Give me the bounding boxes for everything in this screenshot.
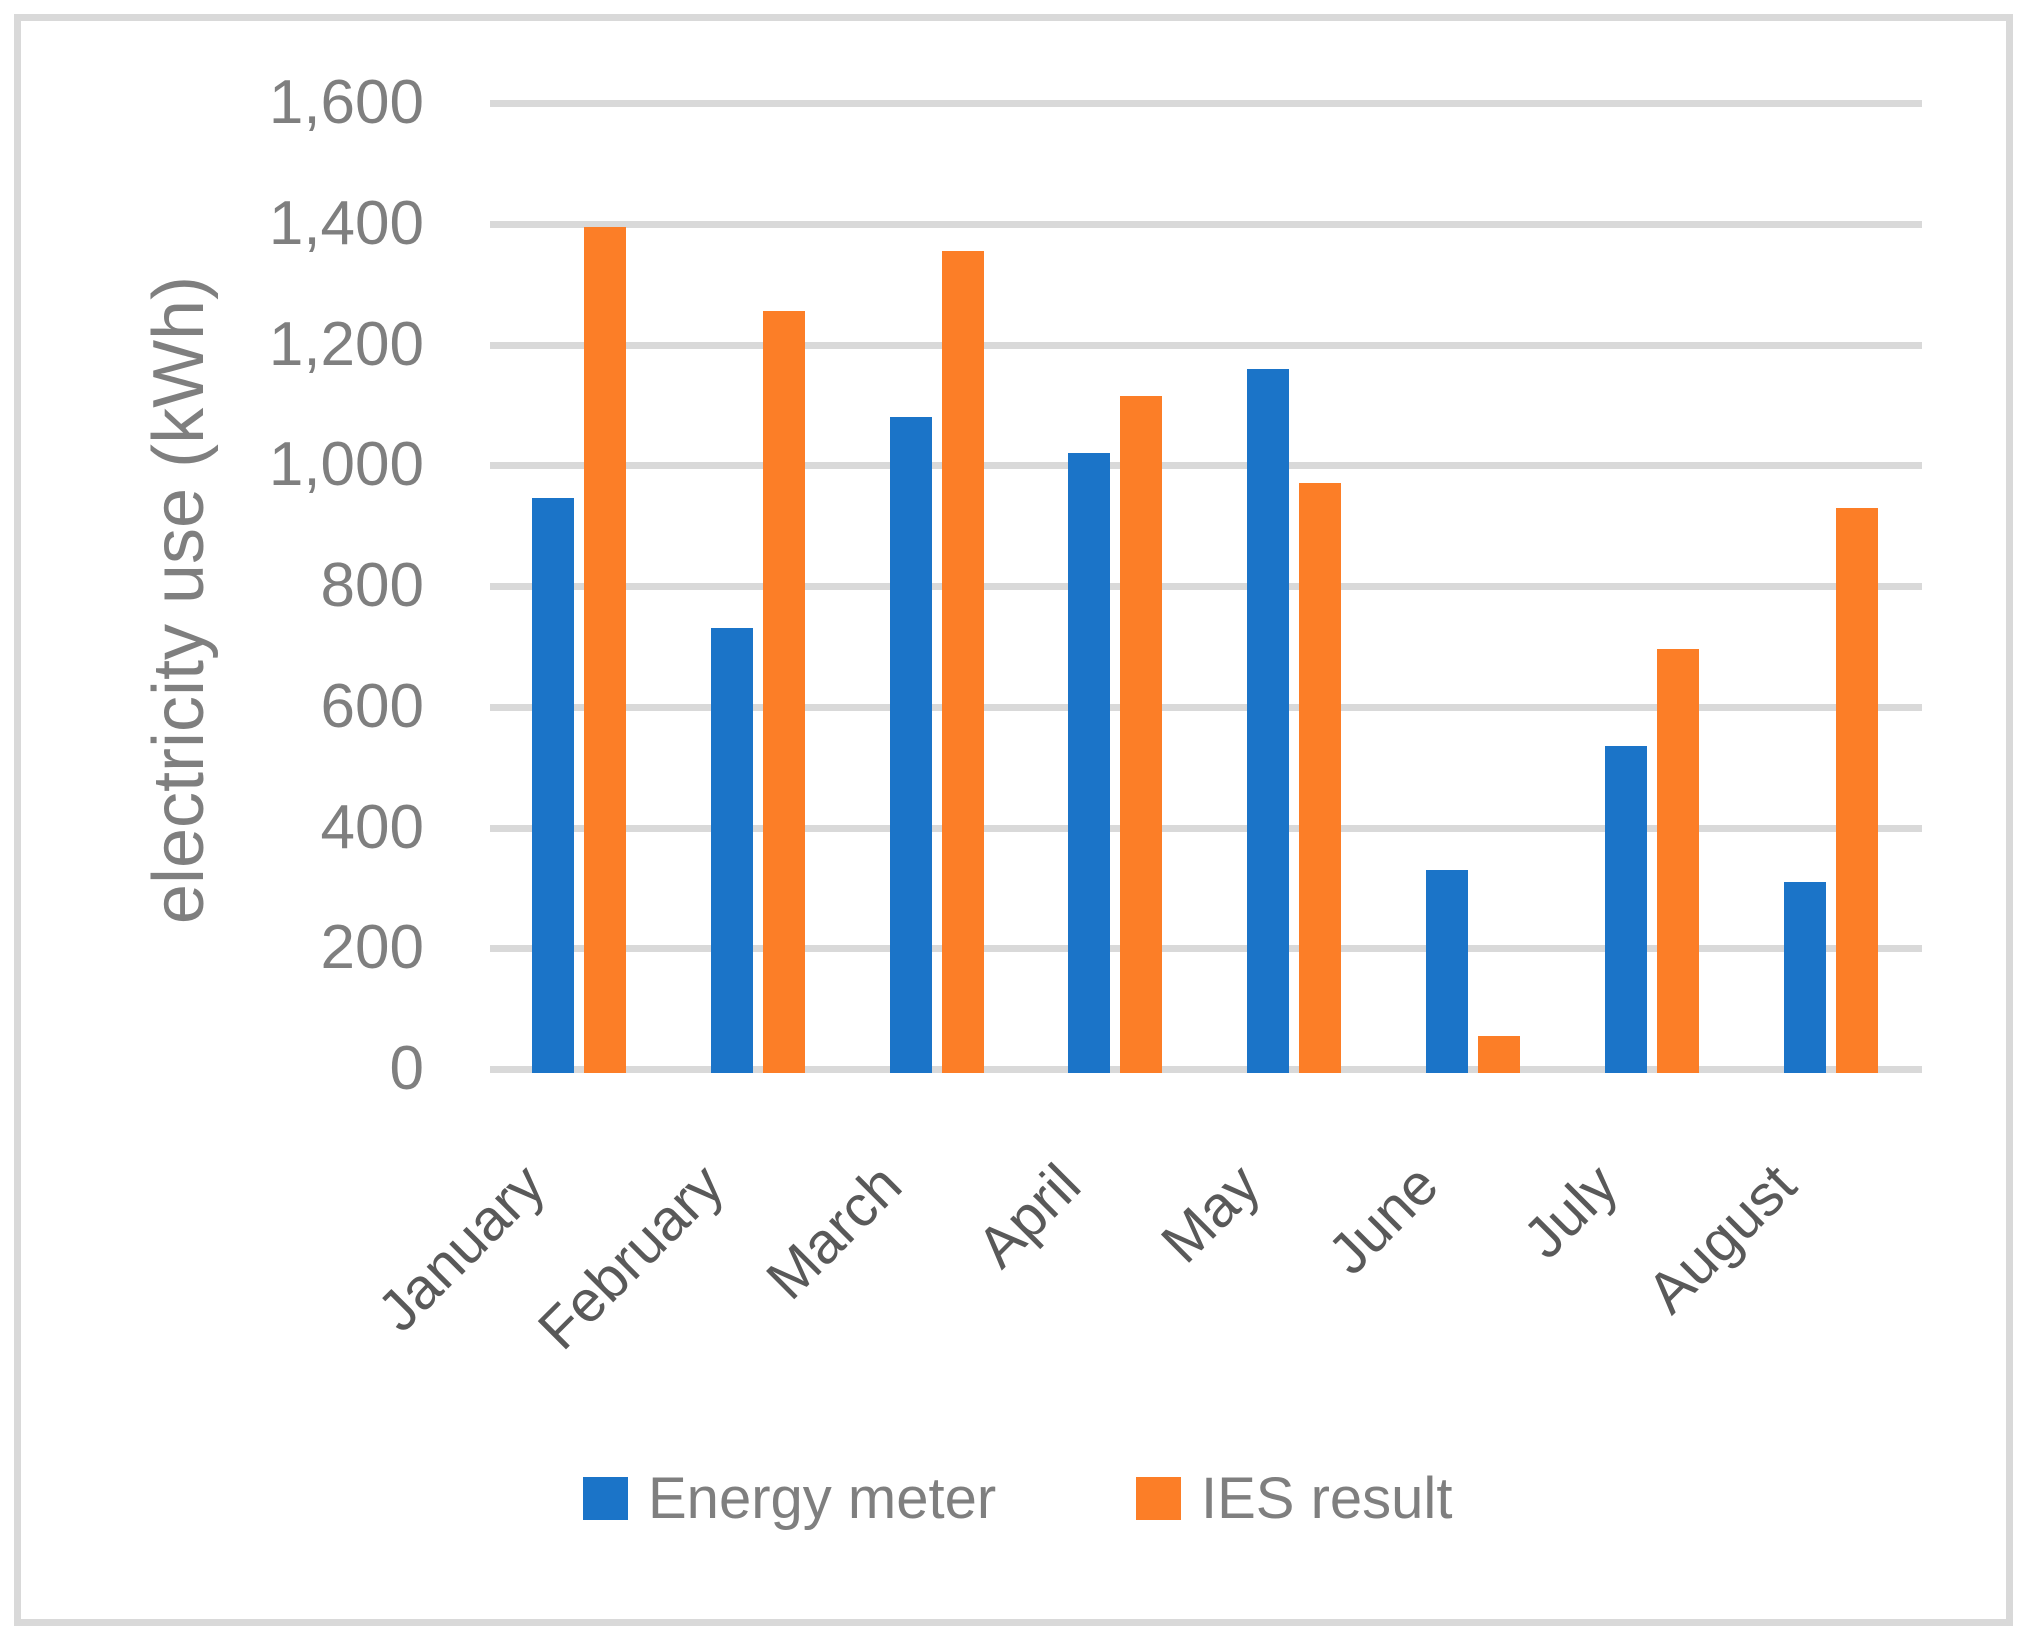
x-axis-label-august: August xyxy=(1634,1151,1809,1326)
x-axis-label-april: April xyxy=(965,1151,1094,1280)
x-axis-label-february: February xyxy=(525,1151,736,1362)
bar-ies-result-may xyxy=(1299,483,1342,1073)
x-axis-label-july: July xyxy=(1510,1151,1630,1271)
gridline-1200 xyxy=(490,341,1922,349)
y-tick-label-800: 800 xyxy=(320,551,424,620)
bar-energy-meter-july xyxy=(1604,745,1647,1073)
gridline-600 xyxy=(490,703,1922,711)
y-tick-label-1600: 1,600 xyxy=(268,68,424,137)
legend-marker-energy-meter xyxy=(583,1476,628,1520)
y-tick-label-1400: 1,400 xyxy=(268,188,424,258)
legend-item-ies-result: IES result xyxy=(1136,1462,1452,1534)
bar-ies-result-january xyxy=(584,226,626,1073)
y-tick-label-200: 200 xyxy=(320,913,424,983)
gridline-800 xyxy=(490,583,1922,590)
gridline-1000 xyxy=(490,462,1922,470)
bar-energy-meter-june xyxy=(1426,869,1468,1073)
legend-item-energy-meter: Energy meter xyxy=(583,1462,996,1534)
bar-ies-result-june xyxy=(1478,1035,1520,1073)
bar-energy-meter-march xyxy=(889,416,932,1073)
bar-ies-result-july xyxy=(1656,649,1699,1073)
y-tick-label-1000: 1,000 xyxy=(268,430,424,500)
bar-energy-meter-august xyxy=(1783,881,1826,1073)
gridline-1600 xyxy=(490,100,1922,107)
bar-energy-meter-january xyxy=(532,498,574,1073)
y-tick-label-0: 0 xyxy=(389,1034,424,1103)
x-axis-label-may: May xyxy=(1148,1151,1273,1276)
gridline-200 xyxy=(490,945,1922,953)
legend-label-energy-meter: Energy meter xyxy=(648,1465,997,1531)
bar-ies-result-august xyxy=(1835,507,1878,1073)
y-tick-label-1200: 1,200 xyxy=(268,309,424,379)
bar-energy-meter-may xyxy=(1247,368,1290,1073)
bar-ies-result-february xyxy=(762,311,805,1073)
gridline-400 xyxy=(490,824,1922,832)
gridline-0 xyxy=(490,1066,1922,1073)
legend-label-ies-result: IES result xyxy=(1201,1465,1453,1531)
bar-energy-meter-february xyxy=(710,628,753,1073)
bar-ies-result-march xyxy=(941,250,984,1073)
x-axis-label-june: June xyxy=(1315,1151,1451,1287)
x-axis-label-march: March xyxy=(754,1151,915,1312)
legend-marker-ies-result xyxy=(1136,1476,1181,1520)
bar-energy-meter-april xyxy=(1068,453,1111,1073)
y-tick-label-600: 600 xyxy=(320,671,424,741)
gridline-1400 xyxy=(490,220,1922,228)
bar-ies-result-april xyxy=(1120,395,1163,1073)
y-tick-label-400: 400 xyxy=(320,792,424,862)
